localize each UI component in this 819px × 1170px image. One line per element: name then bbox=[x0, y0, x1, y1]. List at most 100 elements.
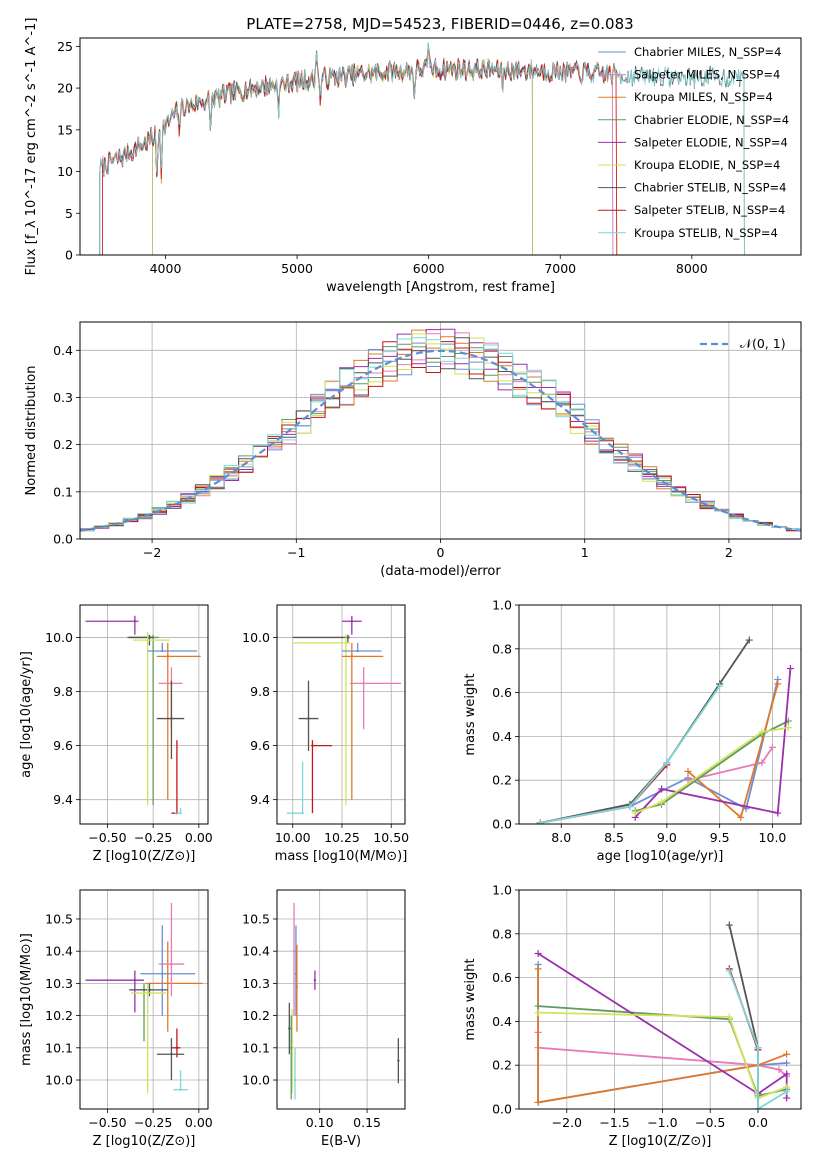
y-tick-label: 0.4 bbox=[492, 1014, 512, 1029]
axes-frame bbox=[518, 889, 802, 1110]
y-tick-label: 10.5 bbox=[45, 911, 73, 926]
data-marker bbox=[658, 798, 666, 806]
y-tick-label: 10.0 bbox=[242, 630, 270, 645]
y-tick-label: 0.8 bbox=[492, 641, 512, 656]
x-tick-label: 8.0 bbox=[551, 830, 571, 845]
y-tick-label: 10.1 bbox=[242, 1040, 270, 1055]
y-tick-label: 10.1 bbox=[45, 1040, 73, 1055]
data-point bbox=[295, 985, 299, 988]
x-tick-label: 6000 bbox=[413, 261, 445, 276]
data-marker bbox=[534, 1002, 542, 1010]
y-axis-label: Normed distribution bbox=[24, 366, 39, 496]
y-tick-label: 5 bbox=[65, 206, 73, 221]
y-tick-label: 9.8 bbox=[53, 684, 73, 699]
data-marker bbox=[725, 967, 733, 975]
data-marker bbox=[737, 813, 745, 821]
data-marker bbox=[534, 1009, 542, 1017]
x-axis-label: Z [log10(Z/Z⊙)] bbox=[93, 849, 196, 864]
x-tick-label: −0.25 bbox=[134, 830, 172, 845]
y-tick-label: 0 bbox=[65, 248, 73, 263]
axes-frame bbox=[276, 889, 406, 1110]
data-point bbox=[288, 1027, 291, 1030]
y-tick-label: 10.0 bbox=[45, 630, 73, 645]
y-tick-label: 0.3 bbox=[53, 390, 73, 405]
data-marker bbox=[774, 809, 782, 817]
panel-residual-histogram: −2 −1 0 1 2 0.0 0.1 0.2 0.3 0.4 (data-model)/error… bbox=[24, 321, 802, 579]
x-tick-label: 9.5 bbox=[710, 830, 730, 845]
y-tick-label: 1.0 bbox=[492, 883, 512, 898]
axes-frame bbox=[79, 321, 802, 540]
legend-label: Kroupa MILES, N_SSP=4 bbox=[634, 90, 773, 104]
plot-area bbox=[85, 615, 201, 815]
x-tick-label: −0.50 bbox=[88, 830, 126, 845]
legend-label: Chabrier ELODIE, N_SSP=4 bbox=[634, 113, 789, 127]
data-marker bbox=[534, 1098, 542, 1106]
y-axis-label: mass weight bbox=[463, 958, 478, 1040]
data-marker bbox=[745, 636, 753, 644]
y-tick-label: 0.2 bbox=[492, 773, 512, 788]
x-axis-label: wavelength [Angstrom, rest frame] bbox=[326, 280, 555, 295]
data-point bbox=[148, 988, 151, 992]
spectrum-line bbox=[99, 43, 745, 255]
series-line bbox=[539, 685, 721, 824]
x-tick-label: 0.0 bbox=[748, 1115, 768, 1130]
data-point bbox=[346, 636, 350, 639]
panel-age-vs-Z: −0.50 −0.25 0.00 9.4 9.6 9.8 10.0 Z [log10(Z/Z⊙… bbox=[19, 604, 213, 864]
data-point bbox=[146, 991, 149, 995]
data-marker bbox=[784, 724, 792, 732]
x-tick-label: −0.25 bbox=[134, 1115, 172, 1130]
data-point bbox=[307, 717, 310, 720]
series-line bbox=[728, 970, 788, 1109]
x-tick-label: 0.00 bbox=[185, 830, 213, 845]
spectrum-line bbox=[99, 42, 745, 255]
data-marker bbox=[783, 1087, 791, 1095]
data-marker bbox=[783, 1094, 791, 1102]
data-marker bbox=[783, 1059, 791, 1067]
x-tick-label: 10.00 bbox=[275, 830, 311, 845]
panel-mass-weight-vs-Z: −2.0 −1.5 −1.0 −0.5 0.0 0.0 0.2 0.4 0.6 0.8 1.0 Z [… bbox=[463, 883, 802, 1149]
data-marker bbox=[534, 965, 542, 973]
data-point bbox=[179, 1088, 182, 1091]
plot-area bbox=[286, 615, 402, 815]
data-marker bbox=[658, 785, 666, 793]
data-marker bbox=[783, 1070, 791, 1078]
data-point bbox=[166, 982, 169, 985]
x-tick-label: 1 bbox=[581, 545, 589, 560]
plot-area bbox=[288, 902, 400, 1100]
data-point bbox=[161, 972, 164, 975]
y-axis-label: mass [log10(M/M⊙)] bbox=[19, 933, 34, 1066]
y-tick-label: 0.6 bbox=[492, 970, 512, 985]
y-tick-label: 10.2 bbox=[45, 1008, 73, 1023]
data-point bbox=[301, 811, 304, 815]
panels: 4000 5000 6000 7000 80000510152025wavelength… bbox=[19, 18, 802, 1149]
y-tick-label: 0.0 bbox=[492, 1102, 512, 1117]
y-axis-label: Flux [f_λ 10^-17 erg cm^-2 s^-1 A^-1] bbox=[24, 18, 39, 276]
x-tick-label: −1 bbox=[287, 545, 305, 560]
x-tick-label: 2 bbox=[725, 545, 733, 560]
data-point bbox=[350, 655, 354, 658]
y-tick-label: 10.0 bbox=[242, 1073, 270, 1088]
x-tick-label: 9.0 bbox=[657, 830, 677, 845]
data-marker bbox=[631, 809, 639, 817]
data-marker bbox=[716, 682, 724, 690]
y-tick-label: 10.4 bbox=[45, 944, 73, 959]
x-tick-label: 0.10 bbox=[306, 1115, 334, 1130]
y-tick-label: 10.3 bbox=[45, 976, 73, 991]
y-tick-label: 10.5 bbox=[242, 911, 270, 926]
series-line bbox=[538, 1011, 788, 1100]
grid bbox=[277, 890, 405, 1109]
data-marker bbox=[775, 1066, 783, 1074]
legend-label: Salpeter MILES, N_SSP=4 bbox=[634, 68, 780, 82]
data-point bbox=[161, 649, 164, 653]
data-point bbox=[397, 1059, 400, 1062]
x-tick-label: −2 bbox=[143, 545, 161, 560]
data-marker bbox=[536, 819, 544, 824]
x-tick-label: 10.50 bbox=[373, 830, 409, 845]
series-line bbox=[634, 668, 792, 819]
axes-frame bbox=[518, 604, 802, 825]
plot-area bbox=[99, 42, 745, 255]
data-point bbox=[148, 636, 151, 639]
data-point bbox=[146, 638, 149, 642]
y-tick-label: 20 bbox=[57, 81, 73, 96]
